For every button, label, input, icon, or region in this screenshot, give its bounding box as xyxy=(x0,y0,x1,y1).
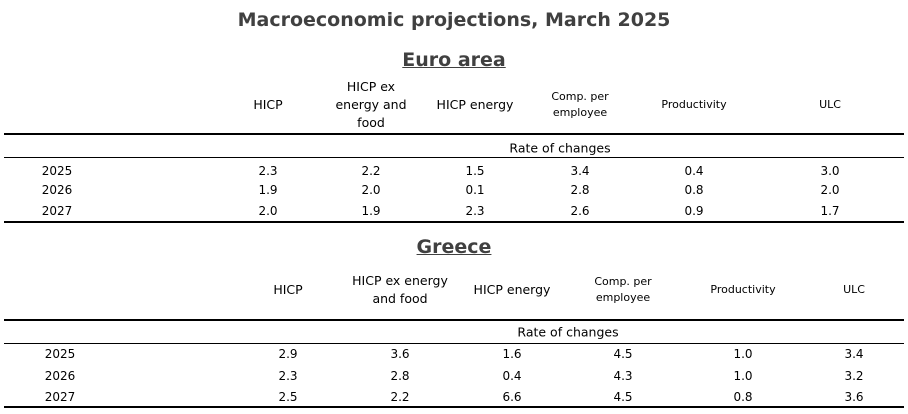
cell: 1.0 xyxy=(733,347,753,361)
cell: 2.0 xyxy=(820,183,840,197)
cell: 0.9 xyxy=(684,204,704,218)
cell: 0.8 xyxy=(733,390,753,404)
cell: 3.4 xyxy=(570,164,590,178)
page-title: Macroeconomic projections, March 2025 xyxy=(237,9,671,31)
rule xyxy=(4,157,904,158)
rule xyxy=(4,221,904,223)
column-header: Comp. per employee xyxy=(594,275,652,304)
cell: 2.5 xyxy=(278,390,298,404)
column-header: HICP ex energy and food xyxy=(335,79,407,130)
rule xyxy=(4,133,904,135)
cell: 2.3 xyxy=(278,369,298,383)
cell: 0.1 xyxy=(465,183,485,197)
cell: 1.5 xyxy=(465,164,485,178)
subheader: Rate of changes xyxy=(517,324,619,340)
cell: 2.3 xyxy=(465,204,485,218)
row-label: 2027 xyxy=(44,390,76,404)
cell: 2.3 xyxy=(258,164,278,178)
cell: 0.4 xyxy=(502,369,522,383)
cell: 4.5 xyxy=(613,347,633,361)
cell: 3.6 xyxy=(844,390,864,404)
rule xyxy=(4,343,904,344)
cell: 3.4 xyxy=(844,347,864,361)
column-header: Productivity xyxy=(710,283,776,296)
row-label: 2025 xyxy=(44,347,76,361)
cell: 2.6 xyxy=(570,204,590,218)
cell: 1.9 xyxy=(361,204,381,218)
cell: 2.0 xyxy=(258,204,278,218)
column-header: ULC xyxy=(819,98,841,111)
subheader: Rate of changes xyxy=(509,140,611,156)
cell: 2.2 xyxy=(390,390,410,404)
cell: 1.9 xyxy=(258,183,278,197)
cell: 4.5 xyxy=(613,390,633,404)
column-header: ULC xyxy=(843,283,865,296)
cell: 3.2 xyxy=(844,369,864,383)
cell: 3.0 xyxy=(820,164,840,178)
column-header: HICP ex energy and food xyxy=(352,273,448,306)
cell: 3.6 xyxy=(390,347,410,361)
row-label: 2027 xyxy=(41,204,73,218)
column-header: Productivity xyxy=(661,98,727,111)
cell: 2.2 xyxy=(361,164,381,178)
cell: 1.7 xyxy=(820,204,840,218)
cell: 6.6 xyxy=(502,390,522,404)
cell: 0.4 xyxy=(684,164,704,178)
cell: 2.0 xyxy=(361,183,381,197)
column-header: HICP energy xyxy=(473,282,551,297)
cell: 2.8 xyxy=(570,183,590,197)
row-label: 2026 xyxy=(41,183,73,197)
cell: 1.6 xyxy=(502,347,522,361)
column-header: HICP energy xyxy=(436,97,514,112)
cell: 1.0 xyxy=(733,369,753,383)
rule xyxy=(4,406,904,408)
cell: 4.3 xyxy=(613,369,633,383)
column-header: Comp. per employee xyxy=(551,90,609,119)
row-label: 2026 xyxy=(44,369,76,383)
column-header: HICP xyxy=(273,282,303,297)
cell: 2.8 xyxy=(390,369,410,383)
cell: 0.8 xyxy=(684,183,704,197)
column-header: HICP xyxy=(253,97,283,112)
section-heading: Greece xyxy=(416,236,492,258)
rule xyxy=(4,319,904,321)
section-heading: Euro area xyxy=(402,49,506,71)
row-label: 2025 xyxy=(41,164,73,178)
cell: 2.9 xyxy=(278,347,298,361)
